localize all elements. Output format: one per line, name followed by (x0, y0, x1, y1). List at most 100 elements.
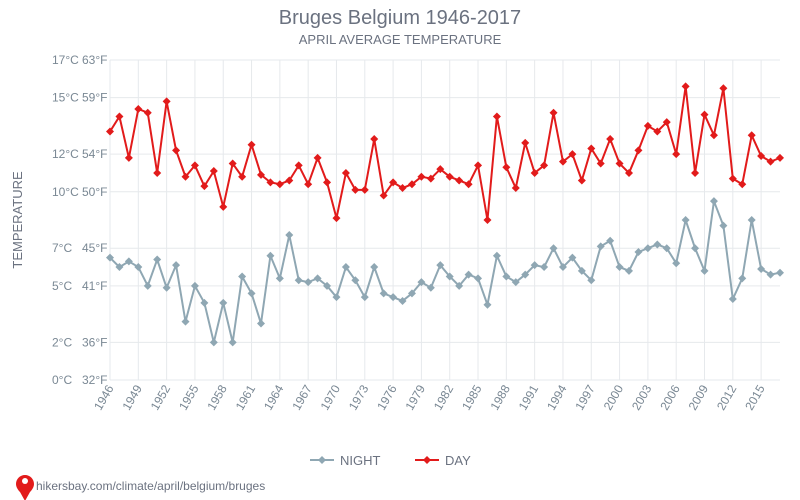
legend-marker (318, 456, 326, 464)
night-series-marker (229, 338, 237, 346)
day-series-marker (144, 109, 152, 117)
x-tick: 1964 (261, 382, 287, 412)
y-tick-f: 50°F (82, 185, 107, 199)
night-series-marker (144, 282, 152, 290)
night-series-marker (616, 263, 624, 271)
night-series-marker (153, 256, 161, 264)
day-series-line (110, 86, 780, 220)
x-tick: 1967 (289, 382, 315, 412)
x-tick: 1952 (148, 382, 174, 412)
y-tick-f: 45°F (82, 241, 107, 255)
night-series-marker (550, 244, 558, 252)
x-tick: 1958 (204, 382, 230, 412)
y-tick-f: 59°F (82, 91, 107, 105)
day-series-marker (502, 163, 510, 171)
x-tick: 1997 (572, 382, 598, 412)
day-series-marker (710, 131, 718, 139)
night-series-marker (776, 269, 784, 277)
night-series-marker (276, 274, 284, 282)
day-series-marker (474, 161, 482, 169)
night-series-marker (625, 267, 633, 275)
day-series-marker (332, 214, 340, 222)
day-series-marker (483, 216, 491, 224)
day-series-marker (351, 186, 359, 194)
day-series-marker (521, 139, 529, 147)
y-tick-c: 2°C (52, 335, 72, 349)
y-tick-c: 5°C (52, 279, 72, 293)
day-series-marker (314, 154, 322, 162)
night-series-marker (691, 244, 699, 252)
x-tick: 1973 (346, 382, 372, 412)
day-series-marker (672, 150, 680, 158)
day-series-marker (691, 169, 699, 177)
day-series-marker (248, 141, 256, 149)
y-tick-f: 63°F (82, 53, 107, 67)
temperature-chart: Bruges Belgium 1946-2017APRIL AVERAGE TE… (0, 0, 800, 500)
day-series-marker (455, 176, 463, 184)
night-series-marker (493, 252, 501, 260)
y-tick-f: 41°F (82, 279, 107, 293)
night-series-marker (210, 338, 218, 346)
night-series-marker (295, 276, 303, 284)
x-tick: 1988 (487, 382, 513, 412)
night-series-marker (483, 301, 491, 309)
x-tick: 1970 (318, 382, 344, 412)
night-series-marker (172, 261, 180, 269)
y-tick-f: 54°F (82, 147, 107, 161)
day-series-marker (682, 82, 690, 90)
night-series-marker (285, 231, 293, 239)
night-series-marker (701, 267, 709, 275)
day-series-marker (578, 176, 586, 184)
night-series-marker (163, 284, 171, 292)
y-tick-c: 17°C (52, 53, 79, 67)
night-series-marker (181, 318, 189, 326)
day-series-marker (634, 146, 642, 154)
night-series-marker (219, 299, 227, 307)
x-tick: 1994 (544, 382, 570, 412)
day-series-marker (323, 178, 331, 186)
night-series-marker (682, 216, 690, 224)
chart-title: Bruges Belgium 1946-2017 (279, 7, 521, 29)
legend-label: NIGHT (340, 453, 381, 468)
night-series-marker (474, 274, 482, 282)
night-series-marker (200, 299, 208, 307)
x-tick: 1985 (459, 382, 485, 412)
x-tick: 2006 (657, 382, 683, 412)
day-series-marker (493, 112, 501, 120)
x-tick: 2012 (714, 382, 740, 412)
day-series-marker (304, 180, 312, 188)
day-series-marker (370, 135, 378, 143)
night-series-line (110, 201, 780, 342)
x-tick: 2000 (601, 382, 627, 412)
x-tick: 1991 (516, 382, 542, 412)
x-tick: 1982 (431, 382, 457, 412)
night-series-marker (361, 293, 369, 301)
night-series-marker (738, 274, 746, 282)
night-series-marker (729, 295, 737, 303)
day-series-marker (342, 169, 350, 177)
y-tick-c: 7°C (52, 241, 72, 255)
x-tick: 1955 (176, 382, 202, 412)
day-series-marker (276, 180, 284, 188)
night-series-marker (389, 293, 397, 301)
night-series-marker (653, 240, 661, 248)
day-series-marker (172, 146, 180, 154)
night-series-marker (304, 278, 312, 286)
night-series-marker (191, 282, 199, 290)
day-series-marker (512, 184, 520, 192)
night-series-marker (238, 272, 246, 280)
y-tick-c: 10°C (52, 185, 79, 199)
y-tick-f: 36°F (82, 335, 107, 349)
night-series-marker (257, 320, 265, 328)
day-series-marker (776, 154, 784, 162)
x-tick: 1961 (233, 382, 259, 412)
night-series-marker (644, 244, 652, 252)
day-series-marker (134, 105, 142, 113)
x-tick: 1976 (374, 382, 400, 412)
x-tick: 2003 (629, 382, 655, 412)
day-series-marker (125, 154, 133, 162)
night-series-marker (719, 222, 727, 230)
night-series-marker (248, 289, 256, 297)
day-series-marker (550, 109, 558, 117)
day-series-marker (361, 186, 369, 194)
